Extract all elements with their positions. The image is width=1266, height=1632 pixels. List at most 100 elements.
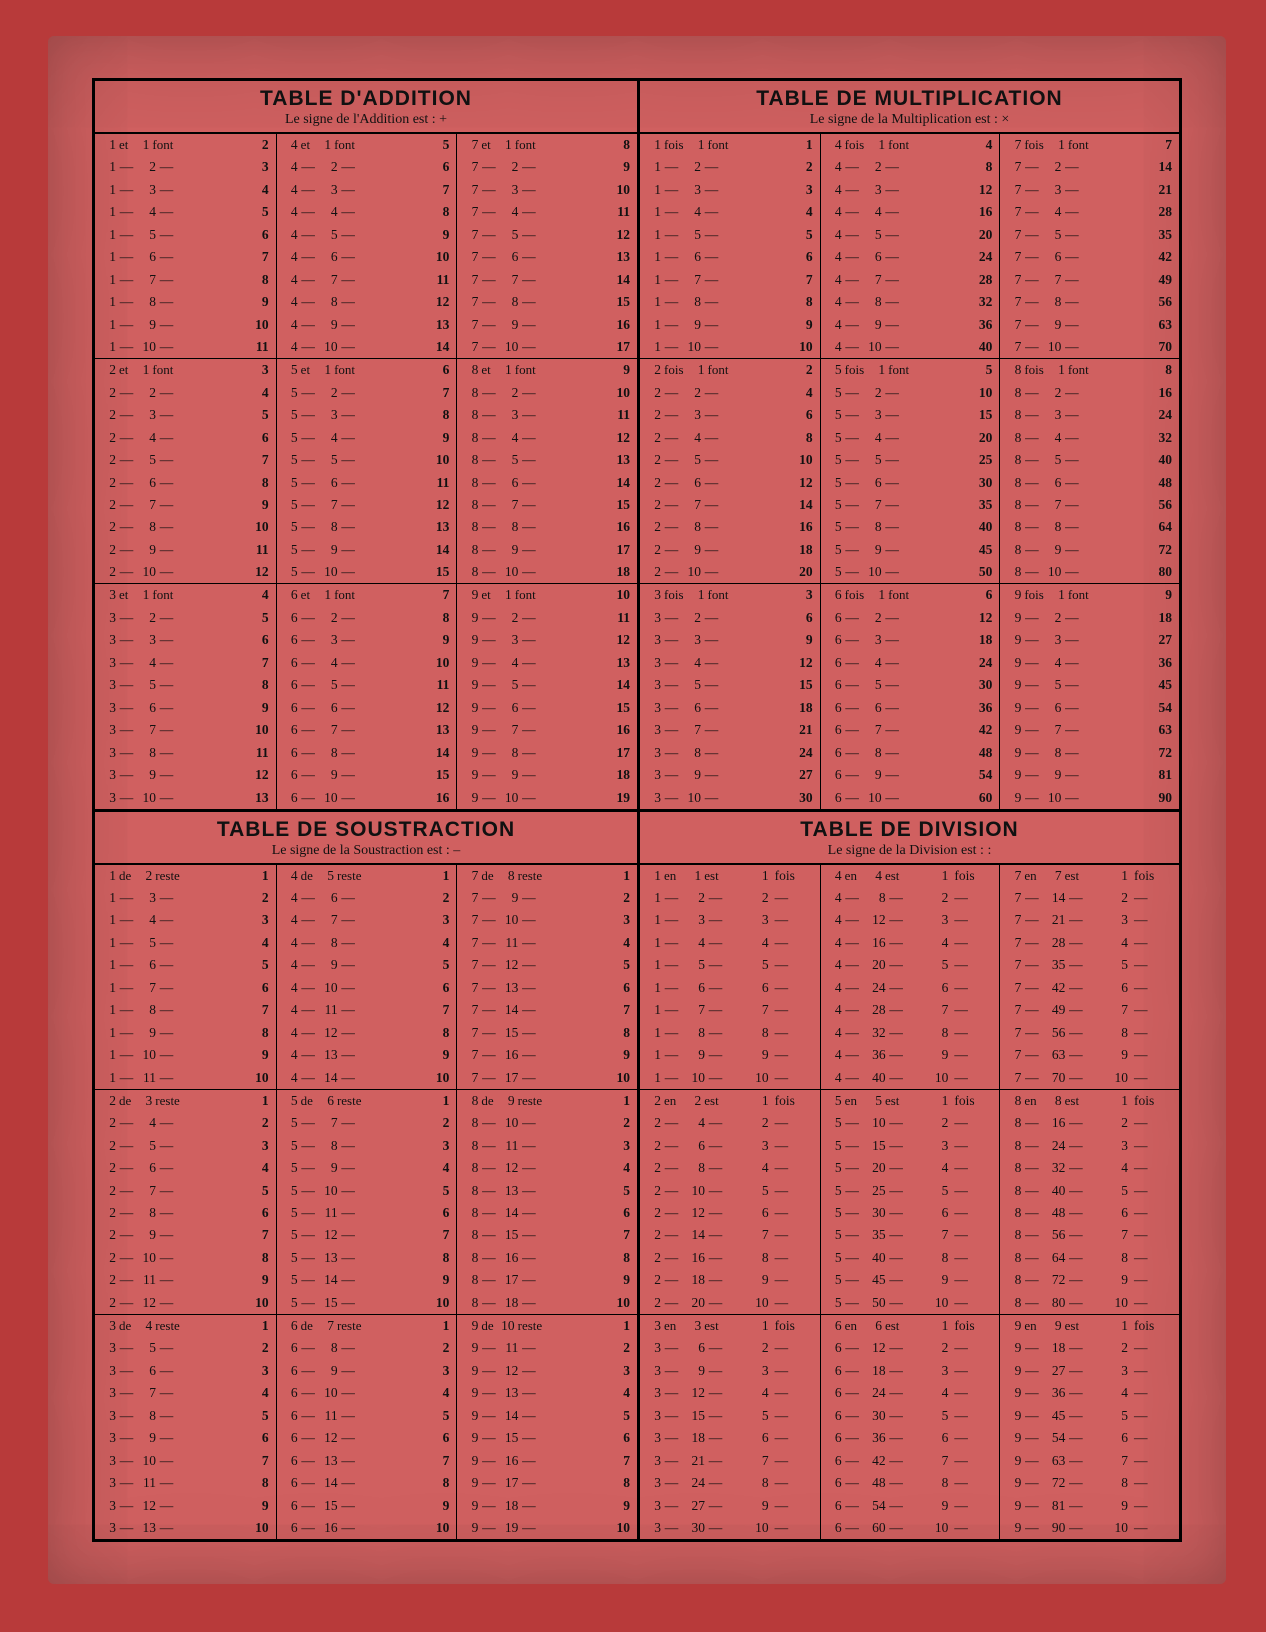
connector-2: — (886, 1340, 908, 1356)
table-row: 2—8—10 (100, 519, 271, 535)
operand-a: 7 (462, 1002, 478, 1018)
operand-b: 17 (500, 1272, 518, 1288)
table-row: 4en4est1fois (826, 868, 995, 884)
connector-1: — (478, 317, 500, 333)
connector-1: — (1021, 339, 1043, 355)
table-row: 9—9—18 (462, 767, 632, 783)
connector-2: — (701, 655, 723, 671)
soustraction-block-6: 6de7reste16—8—26—9—36—10—46—11—56—12—66—… (276, 1315, 457, 1539)
operand-b: 2 (1043, 159, 1061, 175)
tier: 2en2est1fois2—4—2—2—6—3—2—8—4—2—10—5—2—1… (640, 1089, 1179, 1314)
table-row: 9—12—3 (462, 1363, 632, 1379)
connector-1: — (116, 1498, 138, 1514)
connector-2: — (156, 1047, 178, 1063)
table-row: 1—3—2 (100, 890, 271, 906)
table-row: 7—9—2 (462, 890, 632, 906)
operand-b: 18 (500, 1498, 518, 1514)
table-row: 9—45—5— (1005, 1408, 1174, 1424)
table-row: 4—13—9 (282, 1047, 452, 1063)
connector-1: — (1021, 890, 1043, 906)
operand-a: 7 (462, 272, 478, 288)
table-row: 1et1font2 (100, 137, 271, 153)
operand-a: 9 (462, 1385, 478, 1401)
table-row: 5—45—9— (826, 1272, 995, 1288)
connector-2: — (156, 1498, 178, 1514)
connector-1: — (116, 452, 138, 468)
connector-3: — (771, 1363, 815, 1379)
table-row: 5—14—9 (282, 1272, 452, 1288)
operand-b: 2 (500, 159, 518, 175)
result: 7 (908, 1453, 951, 1469)
result: 9 (360, 1272, 452, 1288)
connector-2: — (1065, 1498, 1087, 1514)
connector-1: — (842, 700, 864, 716)
connector-2: — (882, 519, 904, 535)
operand-b: 40 (1043, 1183, 1065, 1199)
operand-b: 15 (320, 1498, 338, 1514)
operand-b: 7 (1040, 868, 1062, 884)
operand-b: 18 (683, 1430, 705, 1446)
operand-a: 4 (826, 294, 842, 310)
operand-b: 8 (1040, 1093, 1062, 1109)
operand-b: 3 (683, 912, 705, 928)
connector-1: — (842, 564, 864, 580)
connector-1: — (478, 632, 500, 648)
connector-3: fois (1130, 868, 1174, 884)
operand-a: 7 (462, 227, 478, 243)
connector-1: — (116, 204, 138, 220)
connector-1: — (298, 1408, 320, 1424)
connector-1: — (1021, 1138, 1043, 1154)
operand-b: 2 (864, 385, 882, 401)
table-row: 3—8—5 (100, 1408, 271, 1424)
connector-2: — (1065, 1138, 1087, 1154)
connector-1: — (1021, 1363, 1043, 1379)
result: 4 (178, 1160, 271, 1176)
connector-3: — (1130, 1025, 1174, 1041)
table-row: 7—15—8 (462, 1025, 632, 1041)
connector-1: — (1021, 677, 1043, 693)
outer-frame: TABLE D'ADDITIONLe signe de l'Addition e… (92, 78, 1182, 1542)
result: 2 (1087, 1340, 1130, 1356)
result: 13 (178, 790, 271, 806)
operand-a: 1 (645, 339, 661, 355)
connector-1: — (116, 1272, 138, 1288)
operand-a: 1 (645, 957, 661, 973)
table-row: 9—18—2— (1005, 1340, 1174, 1356)
connector-1: — (298, 722, 320, 738)
table-row: 5—10—50 (826, 564, 995, 580)
table-row: 6—60—10— (826, 1520, 995, 1536)
operand-a: 7 (1005, 912, 1021, 928)
connector-2: — (518, 722, 540, 738)
table-row: 3—21—7— (645, 1453, 815, 1469)
result: 1 (365, 1093, 452, 1109)
connector-2: — (1061, 610, 1083, 626)
operand-b: 9 (1043, 767, 1061, 783)
connector-1: de (116, 868, 134, 883)
connector-2: font (331, 362, 358, 377)
connector-2: — (886, 1205, 908, 1221)
operand-a: 1 (100, 1002, 116, 1018)
connector-1: — (478, 1385, 500, 1401)
connector-3: — (771, 1160, 815, 1176)
connector-2: — (518, 935, 540, 951)
connector-1: — (298, 1385, 320, 1401)
table-row: 8—4—12 (462, 430, 632, 446)
operand-b: 18 (1043, 1340, 1065, 1356)
connector-1: — (478, 1453, 500, 1469)
table-row: 2—10—20 (645, 564, 815, 580)
connector-1: — (298, 452, 320, 468)
table-row: 8de9reste1 (462, 1093, 632, 1109)
operand-b: 3 (320, 182, 338, 198)
connector-3: — (771, 1385, 815, 1401)
table-row: 2—9—11 (100, 542, 271, 558)
connector-1: — (298, 1250, 320, 1266)
operand-a: 1 (645, 294, 661, 310)
operand-a: 5 (826, 475, 842, 491)
result: 6 (178, 1430, 271, 1446)
result: 8 (360, 1025, 452, 1041)
connector-1: — (661, 272, 683, 288)
result: 6 (1087, 1205, 1130, 1221)
connector-3: fois (950, 1318, 994, 1334)
operand-a: 8 (1005, 1138, 1021, 1154)
connector-1: — (116, 294, 138, 310)
